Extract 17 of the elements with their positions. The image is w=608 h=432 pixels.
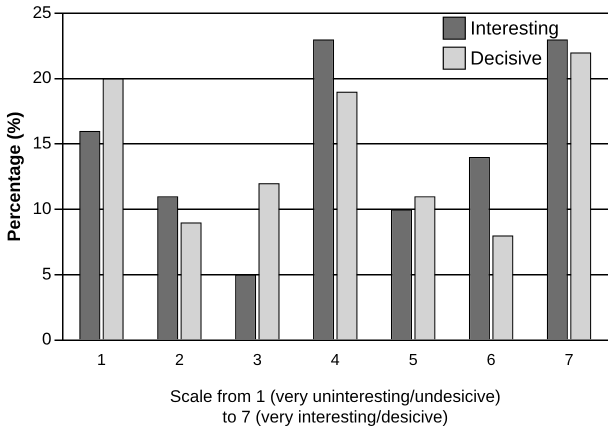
- x-tick-label: 1: [97, 352, 106, 370]
- y-tick-label: 25: [32, 2, 52, 22]
- y-tick-label: 0: [42, 330, 52, 349]
- x-tick-label: 4: [330, 352, 340, 370]
- x-axis-title: Scale from 1 (very uninteresting/undesicive) to 7 (very interesting/desicive): [170, 387, 501, 426]
- y-tick-label: 15: [32, 134, 52, 153]
- y-axis-title: Percentage (%): [4, 112, 24, 242]
- x-tick-label: 7: [564, 352, 574, 370]
- y-tick-label: 5: [42, 264, 52, 284]
- y-tick-label: 20: [32, 68, 52, 88]
- legend-label: Interesting: [470, 18, 560, 40]
- x-tick-label: 2: [174, 352, 184, 370]
- x-tick-label: 3: [252, 352, 262, 370]
- x-tick-label: 6: [486, 352, 496, 370]
- legend-label: Decisive: [470, 48, 542, 70]
- x-tick-label: 5: [408, 352, 418, 370]
- y-tick-label: 10: [32, 198, 52, 218]
